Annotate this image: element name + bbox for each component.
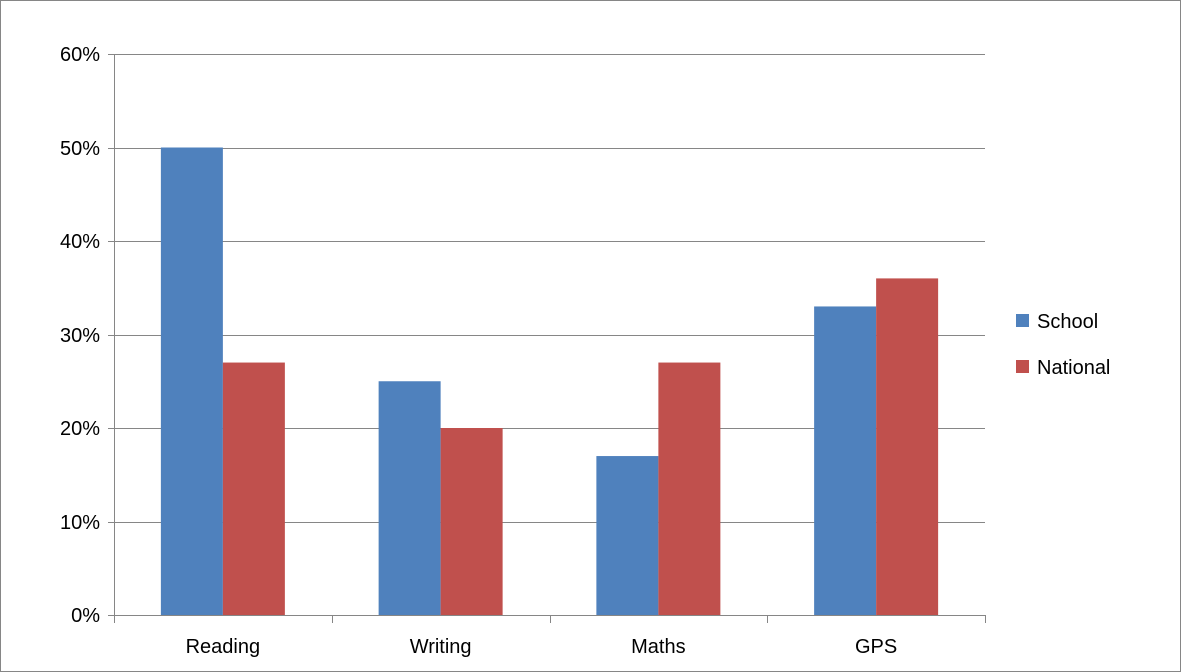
bar-school-gps xyxy=(814,306,876,615)
bar-school-maths xyxy=(596,456,658,615)
y-tick-label: 50% xyxy=(60,138,100,160)
x-category-label: GPS xyxy=(855,636,897,658)
y-tick-label: 60% xyxy=(60,44,100,66)
legend-swatch-school xyxy=(1016,314,1029,327)
legend-label-national: National xyxy=(1037,357,1110,379)
y-tick-label: 0% xyxy=(71,605,100,627)
bar-school-reading xyxy=(161,148,223,616)
legend-swatch-national xyxy=(1016,360,1029,373)
bar-school-writing xyxy=(379,381,441,615)
bar-national-maths xyxy=(658,363,720,615)
y-tick-label: 40% xyxy=(60,231,100,253)
bar-national-reading xyxy=(223,363,285,615)
bar-national-gps xyxy=(876,278,938,615)
y-tick-label: 30% xyxy=(60,325,100,347)
legend-label-school: School xyxy=(1037,311,1098,333)
x-category-label: Reading xyxy=(186,636,261,658)
x-category-label: Writing xyxy=(410,636,472,658)
y-tick-label: 20% xyxy=(60,418,100,440)
x-category-label: Maths xyxy=(631,636,685,658)
y-tick-label: 10% xyxy=(60,512,100,534)
bar-national-writing xyxy=(441,428,503,615)
